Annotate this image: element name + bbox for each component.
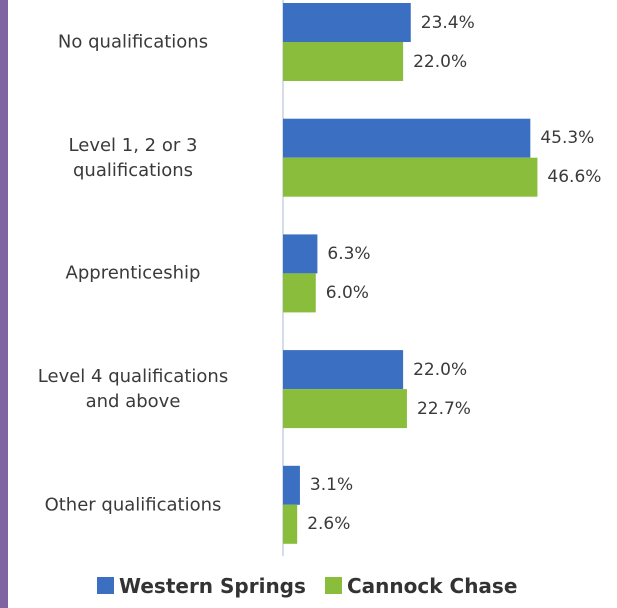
bar <box>283 389 407 429</box>
bar <box>283 118 531 158</box>
value-label: 46.6% <box>547 167 602 188</box>
bar <box>283 350 404 390</box>
bar <box>283 504 298 544</box>
bar <box>283 465 300 505</box>
category-label: No qualifications <box>57 31 209 53</box>
bar <box>283 157 538 197</box>
value-label: 6.3% <box>327 243 371 264</box>
legend-swatch <box>97 577 114 594</box>
category-label: Other qualifications <box>44 494 222 516</box>
legend-label: Western Springs <box>119 574 306 598</box>
value-label: 3.1% <box>309 475 354 496</box>
legend-item: Cannock Chase <box>325 574 517 598</box>
side-strip <box>0 0 8 608</box>
value-label: 22.0% <box>413 51 468 72</box>
bar <box>283 234 318 274</box>
value-label: 22.7% <box>416 398 471 419</box>
bar <box>283 42 404 81</box>
value-label: 45.3% <box>540 128 595 149</box>
category-label: Level 1, 2 or 3 qualifications <box>68 134 198 181</box>
legend-label: Cannock Chase <box>347 574 518 598</box>
legend-swatch <box>325 577 342 594</box>
category-label: Apprenticeship <box>65 262 201 284</box>
bar <box>283 273 316 313</box>
bar <box>283 3 411 42</box>
category-label: Level 4 qualifications and above <box>37 366 229 413</box>
legend-item: Western Springs <box>97 574 306 598</box>
value-label: 6.0% <box>325 282 369 303</box>
value-label: 22.0% <box>413 359 468 380</box>
value-label: 23.4% <box>420 12 475 33</box>
value-label: 2.6% <box>307 514 351 535</box>
